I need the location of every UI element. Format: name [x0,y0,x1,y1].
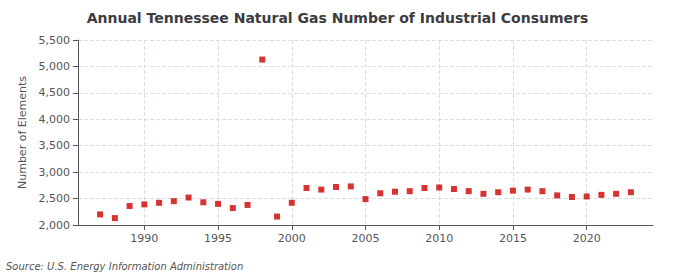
svg-text:5,000: 5,000 [39,60,71,73]
svg-text:2,500: 2,500 [39,192,71,205]
svg-text:1990: 1990 [130,232,158,245]
svg-text:Annual Tennessee Natural Gas N: Annual Tennessee Natural Gas Number of I… [87,10,589,26]
svg-text:4,000: 4,000 [39,113,71,126]
svg-text:2010: 2010 [425,232,453,245]
svg-text:Number of Elements: Number of Elements [16,76,29,189]
svg-text:3,000: 3,000 [39,166,71,179]
svg-text:4,500: 4,500 [39,86,71,99]
svg-text:2005: 2005 [352,232,380,245]
svg-text:2000: 2000 [278,232,306,245]
svg-text:Source: U.S. Energy Informatio: Source: U.S. Energy Information Administ… [6,261,243,272]
svg-text:2015: 2015 [499,232,527,245]
svg-text:1995: 1995 [204,232,232,245]
svg-text:2,000: 2,000 [39,219,71,232]
svg-text:2020: 2020 [573,232,601,245]
svg-text:3,500: 3,500 [39,139,71,152]
svg-text:5,500: 5,500 [39,34,71,47]
